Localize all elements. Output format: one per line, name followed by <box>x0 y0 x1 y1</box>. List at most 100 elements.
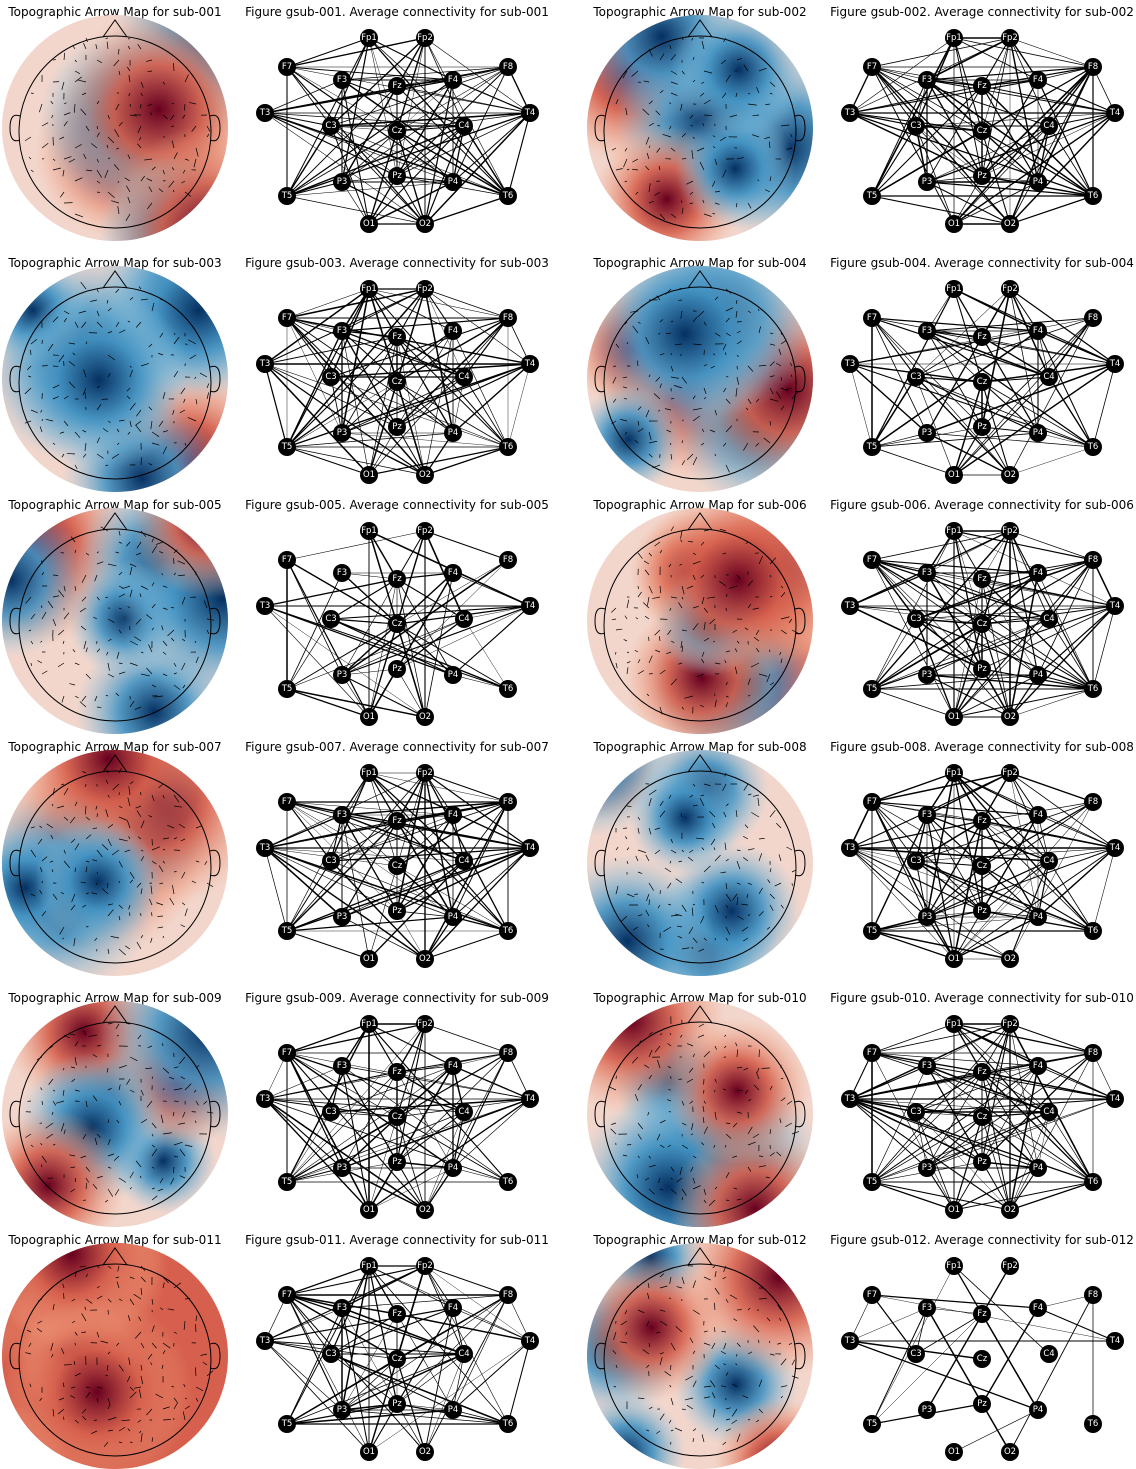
arrow <box>678 602 683 609</box>
arrow <box>747 793 752 796</box>
arrow <box>648 122 654 127</box>
node-label: F7 <box>282 62 292 72</box>
arrow <box>725 1418 731 1421</box>
arrow <box>113 1155 120 1161</box>
arrow <box>181 871 186 879</box>
edge <box>341 1294 509 1411</box>
arrow <box>692 1437 694 1443</box>
node <box>499 1173 517 1191</box>
edge <box>424 772 531 849</box>
arrow <box>95 882 98 886</box>
edge <box>396 1071 454 1169</box>
arrow <box>747 1166 752 1172</box>
arrow <box>146 59 153 62</box>
arrow <box>195 398 198 405</box>
edge <box>953 668 983 718</box>
edge <box>330 578 398 620</box>
arrow <box>780 405 785 411</box>
node <box>918 806 936 824</box>
arrow <box>136 941 142 950</box>
node-label: F4 <box>448 75 458 85</box>
arrow <box>96 648 101 653</box>
edge <box>953 112 1116 225</box>
node <box>388 328 406 346</box>
arrow <box>645 165 650 171</box>
edge <box>286 1167 343 1183</box>
node <box>973 1153 991 1171</box>
arrow <box>670 1429 674 1432</box>
head-outline <box>603 1263 797 1457</box>
arrow <box>157 915 164 917</box>
node <box>416 466 434 484</box>
node <box>388 1108 406 1126</box>
node-label: O1 <box>363 954 375 964</box>
edge <box>330 1353 454 1411</box>
edge <box>981 605 1116 670</box>
node <box>455 852 473 870</box>
arrow <box>50 1342 54 1351</box>
arrow <box>180 387 186 395</box>
arrow <box>63 787 69 796</box>
node-label: T4 <box>524 843 536 853</box>
arrow <box>51 1111 54 1115</box>
arrow <box>711 1342 716 1349</box>
node-label: P4 <box>448 1163 459 1173</box>
node <box>863 680 881 698</box>
nose <box>102 270 128 289</box>
arrow <box>140 81 144 88</box>
arrow <box>725 650 731 653</box>
arrow <box>151 582 155 587</box>
node-label: F3 <box>922 1061 932 1071</box>
topo-title: Topographic Arrow Map for sub-006 <box>592 498 806 512</box>
arrow <box>140 673 150 677</box>
edge <box>1009 446 1094 476</box>
arrow <box>170 606 175 609</box>
edge <box>871 317 983 428</box>
arrow <box>712 135 716 138</box>
edge <box>368 668 398 718</box>
edge <box>452 1098 531 1169</box>
arrow <box>193 1089 197 1093</box>
arrow <box>96 561 104 565</box>
arrow <box>725 1428 731 1432</box>
node <box>499 309 517 327</box>
arrow <box>147 1045 153 1049</box>
node <box>1001 764 1019 782</box>
arrow <box>135 1160 142 1168</box>
graph-title: Figure gsub-012. Average connectivity fo… <box>830 1233 1134 1247</box>
arrow <box>92 827 98 829</box>
arrow <box>736 915 744 920</box>
edge <box>871 66 1011 225</box>
arrow <box>162 607 168 610</box>
node-label: T3 <box>844 1336 856 1346</box>
node-label: P3 <box>922 428 933 438</box>
arrow <box>732 1155 738 1158</box>
edge <box>286 801 465 862</box>
node-label: P4 <box>1033 1163 1044 1173</box>
edge <box>368 1098 531 1211</box>
node <box>499 551 517 569</box>
node <box>1001 280 1019 298</box>
arrow <box>700 794 705 797</box>
arrow <box>637 1133 642 1140</box>
node <box>388 1063 406 1081</box>
arrow <box>776 822 782 829</box>
node <box>278 551 296 569</box>
node <box>360 215 378 233</box>
arrow <box>118 329 126 334</box>
node-label: P4 <box>1033 1405 1044 1415</box>
arrow <box>30 409 38 414</box>
edge <box>953 772 1039 816</box>
arrow <box>647 596 650 606</box>
arrow <box>135 805 142 809</box>
arrow <box>736 1433 741 1443</box>
edge <box>1009 37 1039 183</box>
arrow <box>637 827 640 834</box>
arrow <box>171 167 175 171</box>
arrow <box>725 464 730 473</box>
edge <box>953 688 1094 718</box>
node-label: T6 <box>1087 1177 1099 1187</box>
arrow <box>700 442 705 446</box>
edge <box>849 1098 983 1163</box>
arrow <box>746 893 749 898</box>
